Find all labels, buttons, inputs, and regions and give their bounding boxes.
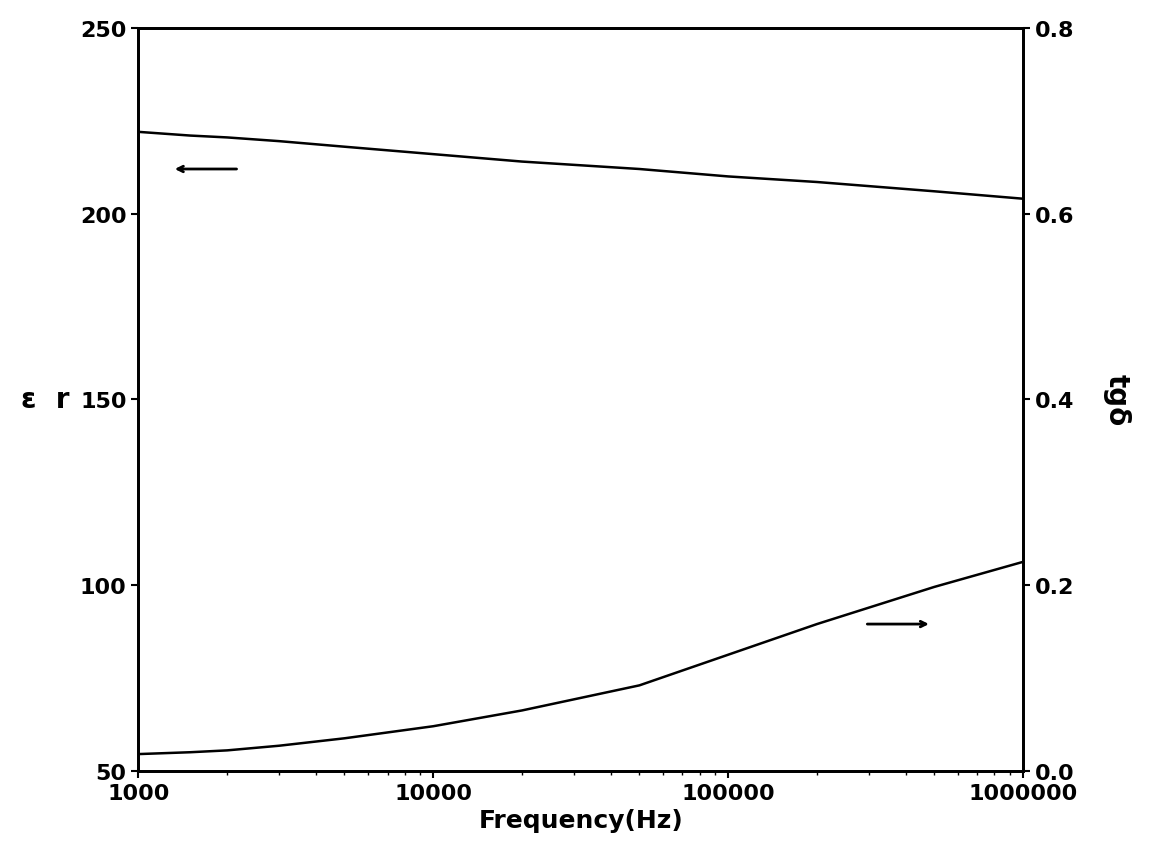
Y-axis label: ε  r: ε r (21, 386, 69, 414)
X-axis label: Frequency(Hz): Frequency(Hz) (479, 809, 683, 833)
Y-axis label: tgδ: tgδ (1103, 374, 1130, 426)
